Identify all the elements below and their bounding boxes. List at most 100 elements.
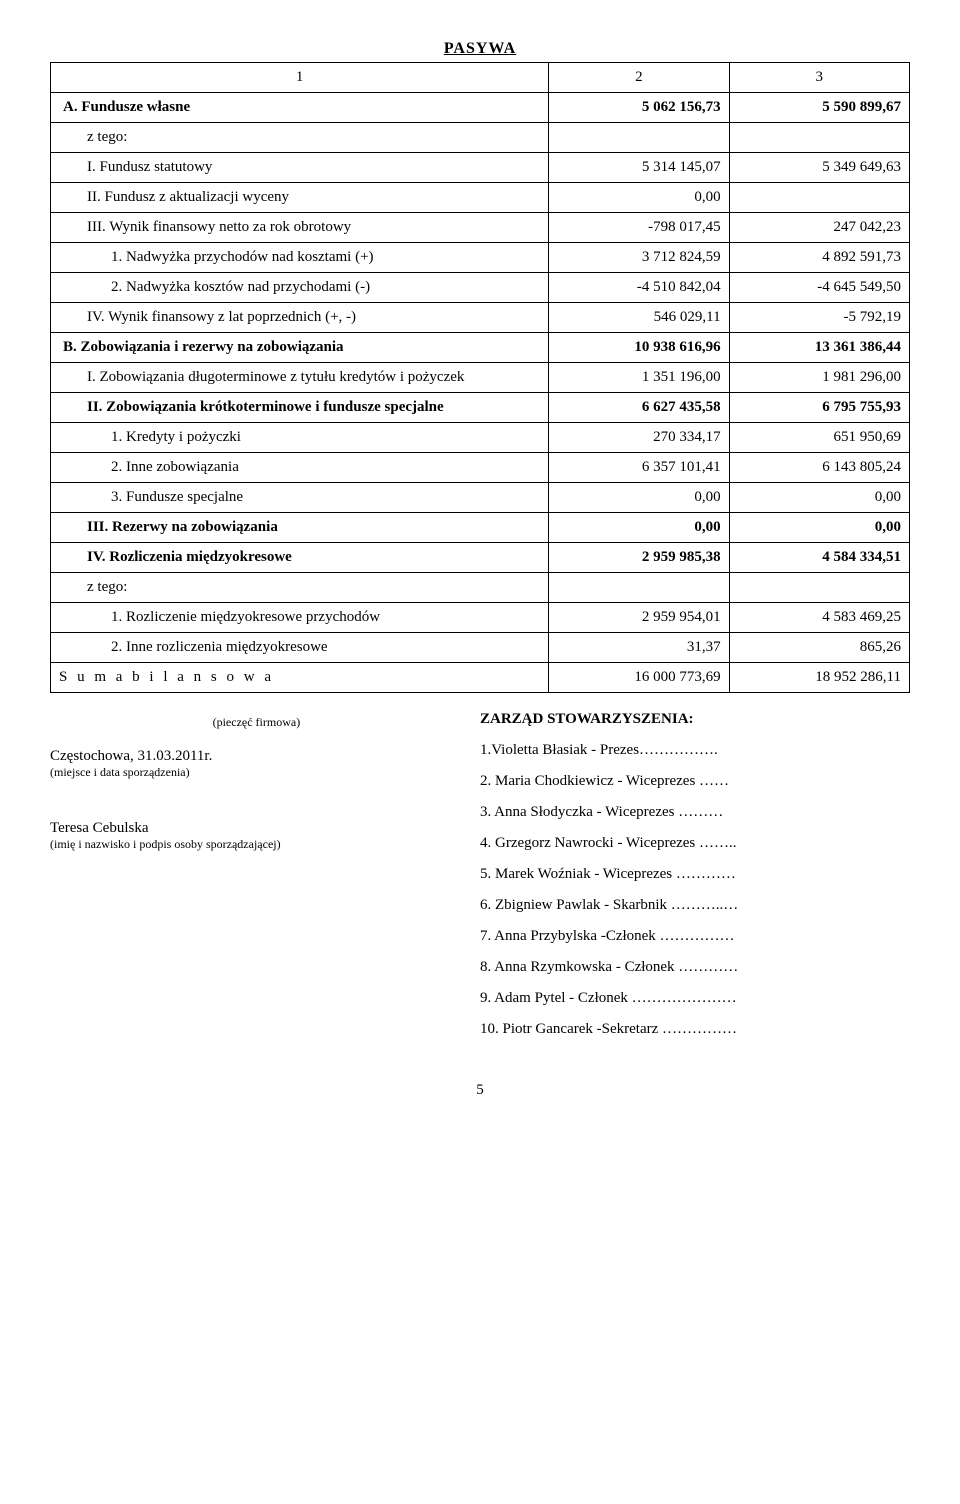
footer-right: ZARZĄD STOWARZYSZENIA: 1.Violetta Błasia…: [480, 711, 910, 1052]
row-label: I. Zobowiązania długoterminowe z tytułu …: [59, 369, 540, 386]
table-row: 1. Nadwyżka przychodów nad kosztami (+) 3…: [51, 243, 910, 273]
row-value-1: -798 017,45: [549, 213, 729, 243]
sum-label: S u m a b i l a n s o w a: [51, 663, 549, 693]
row-value-2: 13 361 386,44: [729, 333, 909, 363]
table-row: IV. Rozliczenia międzyokresowe2 959 985,…: [51, 543, 910, 573]
row-value-1: [549, 573, 729, 603]
row-value-1: 5 062 156,73: [549, 93, 729, 123]
preparer-name: Teresa Cebulska: [50, 820, 463, 837]
sum-value-2: 18 952 286,11: [729, 663, 909, 693]
table-row: 2. Inne zobowiązania6 357 101,416 143 80…: [51, 453, 910, 483]
place-note: (miejsce i data sporządzenia): [50, 765, 463, 780]
row-label: II. Fundusz z aktualizacji wyceny: [59, 189, 540, 206]
row-label: B. Zobowiązania i rezerwy na zobowiązani…: [59, 339, 540, 356]
table-row: IV. Wynik finansowy z lat poprzednich (+…: [51, 303, 910, 333]
row-value-1: 1 351 196,00: [549, 363, 729, 393]
board-member-line: 2. Maria Chodkiewicz - Wiceprezes ……: [480, 773, 910, 790]
pasywa-table: 1 2 3 A. Fundusze własne 5 062 156,735 59…: [50, 62, 910, 693]
row-label: 3. Fundusze specjalne: [59, 489, 540, 506]
row-label: z tego:: [59, 129, 540, 146]
row-label: I. Fundusz statutowy: [59, 159, 540, 176]
place-date: Częstochowa, 31.03.2011r.: [50, 748, 463, 765]
board-list: 1.Violetta Błasiak - Prezes……………. 2. Mari…: [480, 742, 910, 1038]
table-row: 1. Rozliczenie międzyokresowe przychodów…: [51, 603, 910, 633]
column-header-row: 1 2 3: [51, 63, 910, 93]
table-row: I. Fundusz statutowy 5 314 145,075 349 64…: [51, 153, 910, 183]
sum-row: S u m a b i l a n s o w a16 000 773,6918…: [51, 663, 910, 693]
row-label: A. Fundusze własne: [59, 99, 540, 116]
board-member-line: 4. Grzegorz Nawrocki - Wiceprezes ……..: [480, 835, 910, 852]
footer-block: (pieczęć firmowa) Częstochowa, 31.03.201…: [50, 711, 910, 1052]
sum-value-1: 16 000 773,69: [549, 663, 729, 693]
row-value-2: 5 590 899,67: [729, 93, 909, 123]
board-heading: ZARZĄD STOWARZYSZENIA:: [480, 711, 910, 728]
board-member-line: 1.Violetta Błasiak - Prezes…………….: [480, 742, 910, 759]
section-header: PASYWA: [50, 40, 910, 58]
board-member-line: 7. Anna Przybylska -Członek ……………: [480, 928, 910, 945]
row-label: 1. Rozliczenie międzyokresowe przychodów: [59, 609, 540, 626]
row-value-1: 0,00: [549, 513, 729, 543]
row-value-2: 247 042,23: [729, 213, 909, 243]
row-value-2: [729, 183, 909, 213]
table-row: III. Rezerwy na zobowiązania 0,000,00: [51, 513, 910, 543]
preparer-note: (imię i nazwisko i podpis osoby sporządz…: [50, 837, 463, 852]
table-row: B. Zobowiązania i rezerwy na zobowiązani…: [51, 333, 910, 363]
table-row: II. Fundusz z aktualizacji wyceny 0,00: [51, 183, 910, 213]
board-member-line: 8. Anna Rzymkowska - Członek …………: [480, 959, 910, 976]
row-value-2: 4 583 469,25: [729, 603, 909, 633]
row-label: 2. Nadwyżka kosztów nad przychodami (-): [59, 279, 540, 296]
table-row: z tego:: [51, 573, 910, 603]
row-value-2: 1 981 296,00: [729, 363, 909, 393]
table-row: 2. Inne rozliczenia międzyokresowe 31,378…: [51, 633, 910, 663]
row-value-1: 0,00: [549, 483, 729, 513]
col-header-1: 1: [51, 63, 549, 93]
row-value-1: 10 938 616,96: [549, 333, 729, 363]
table-row: 1. Kredyty i pożyczki270 334,17651 950,6…: [51, 423, 910, 453]
table-row: III. Wynik finansowy netto za rok obroto…: [51, 213, 910, 243]
table-row: z tego:: [51, 123, 910, 153]
board-member-line: 5. Marek Woźniak - Wiceprezes …………: [480, 866, 910, 883]
row-label: IV. Rozliczenia międzyokresowe: [59, 549, 540, 566]
row-label: 1. Nadwyżka przychodów nad kosztami (+): [59, 249, 540, 266]
row-value-1: [549, 123, 729, 153]
board-member-line: 10. Piotr Gancarek -Sekretarz ……………: [480, 1021, 910, 1038]
footer-left: (pieczęć firmowa) Częstochowa, 31.03.201…: [50, 711, 463, 1052]
row-value-2: [729, 123, 909, 153]
row-value-1: 0,00: [549, 183, 729, 213]
table-row: 3. Fundusze specjalne 0,000,00: [51, 483, 910, 513]
row-label: 1. Kredyty i pożyczki: [59, 429, 540, 446]
row-value-2: -5 792,19: [729, 303, 909, 333]
row-value-2: 6 143 805,24: [729, 453, 909, 483]
row-value-2: -4 645 549,50: [729, 273, 909, 303]
board-member-line: 9. Adam Pytel - Członek …………………: [480, 990, 910, 1007]
row-value-2: 0,00: [729, 513, 909, 543]
row-value-1: 3 712 824,59: [549, 243, 729, 273]
col-header-2: 2: [549, 63, 729, 93]
table-row: 2. Nadwyżka kosztów nad przychodami (-)-…: [51, 273, 910, 303]
row-value-1: -4 510 842,04: [549, 273, 729, 303]
table-row: II. Zobowiązania krótkoterminowe i fundu…: [51, 393, 910, 423]
stamp-note: (pieczęć firmowa): [50, 715, 463, 730]
row-value-2: 6 795 755,93: [729, 393, 909, 423]
row-value-1: 6 627 435,58: [549, 393, 729, 423]
row-value-1: 2 959 954,01: [549, 603, 729, 633]
row-value-1: 31,37: [549, 633, 729, 663]
row-label: 2. Inne rozliczenia międzyokresowe: [59, 639, 540, 656]
row-label: III. Rezerwy na zobowiązania: [59, 519, 540, 536]
page-number: 5: [50, 1082, 910, 1099]
row-value-2: [729, 573, 909, 603]
row-value-2: 865,26: [729, 633, 909, 663]
row-value-2: 651 950,69: [729, 423, 909, 453]
row-value-2: 5 349 649,63: [729, 153, 909, 183]
row-value-2: 4 584 334,51: [729, 543, 909, 573]
table-row: A. Fundusze własne 5 062 156,735 590 899,…: [51, 93, 910, 123]
row-value-2: 4 892 591,73: [729, 243, 909, 273]
row-label: z tego:: [59, 579, 540, 596]
row-label: II. Zobowiązania krótkoterminowe i fundu…: [59, 399, 540, 416]
row-value-1: 5 314 145,07: [549, 153, 729, 183]
row-value-1: 6 357 101,41: [549, 453, 729, 483]
board-member-line: 6. Zbigniew Pawlak - Skarbnik ………..…: [480, 897, 910, 914]
row-value-1: 546 029,11: [549, 303, 729, 333]
row-label: III. Wynik finansowy netto za rok obroto…: [59, 219, 540, 236]
row-value-2: 0,00: [729, 483, 909, 513]
